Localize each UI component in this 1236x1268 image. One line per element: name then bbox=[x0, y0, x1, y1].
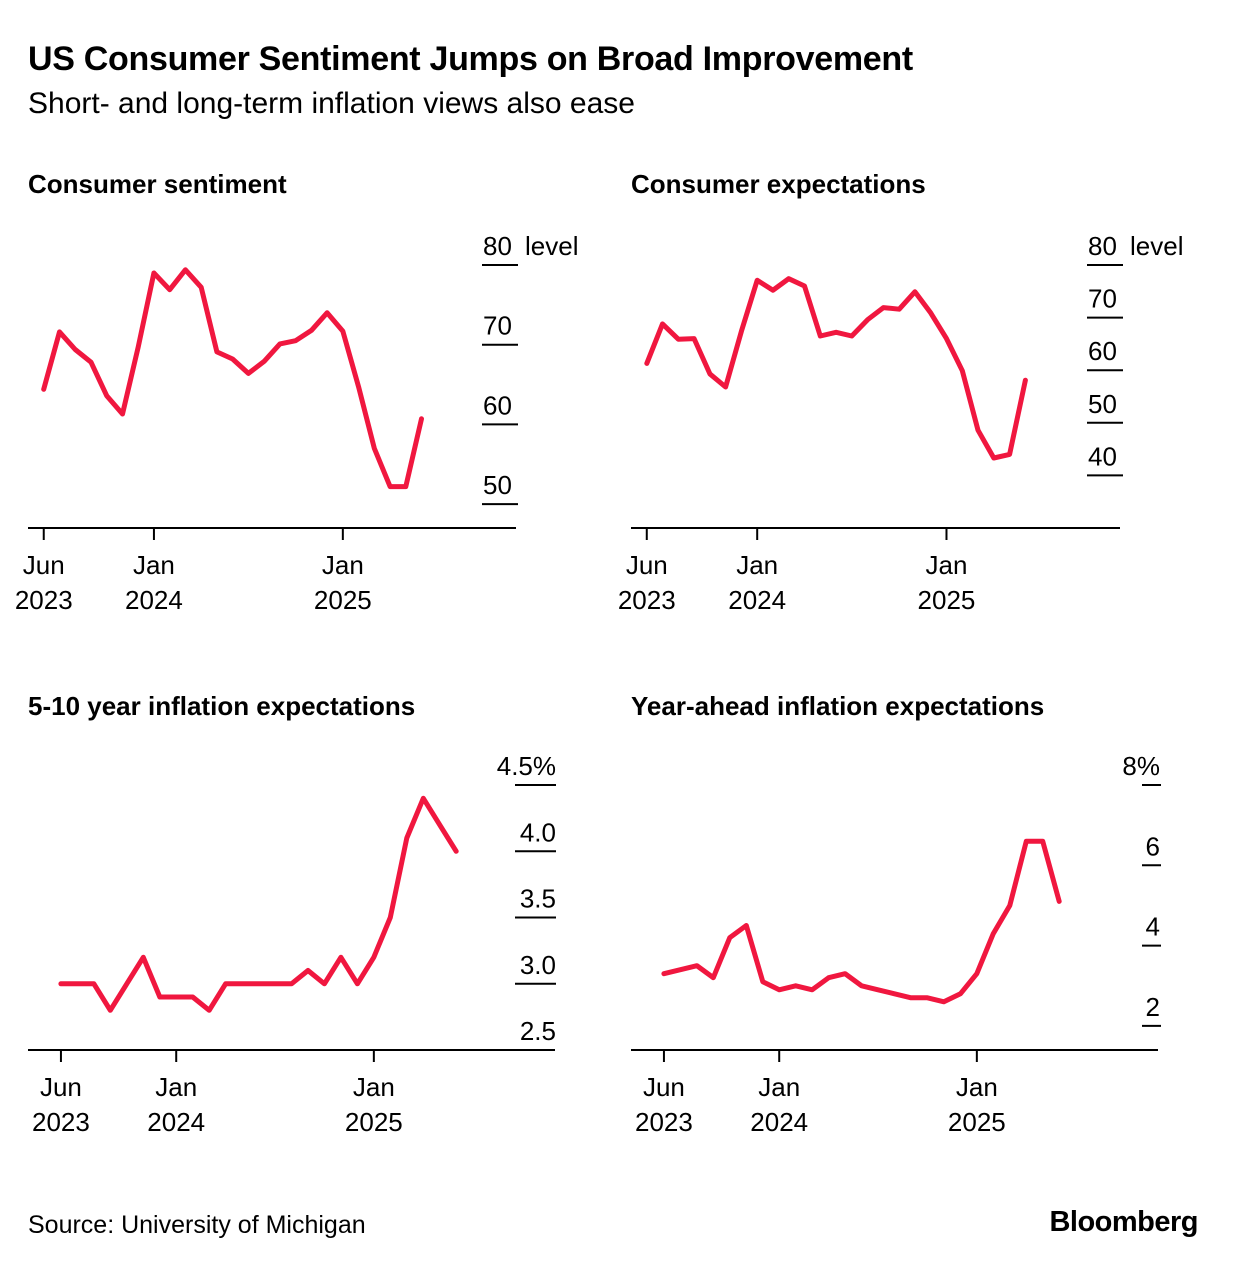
x-tick-label: 2025 bbox=[948, 1107, 1006, 1137]
y-tick-label: 80 bbox=[1088, 231, 1117, 261]
y-tick-label: 2.5 bbox=[520, 1016, 556, 1046]
x-tick-label: Jun bbox=[643, 1072, 685, 1102]
chart-subtitle: Short- and long-term inflation views als… bbox=[28, 87, 635, 120]
y-tick-label: 50 bbox=[483, 470, 512, 500]
x-tick-label: 2023 bbox=[15, 585, 73, 615]
panel-title: Consumer sentiment bbox=[28, 169, 287, 199]
y-tick-label: 60 bbox=[1088, 336, 1117, 366]
series-line bbox=[644, 276, 1028, 461]
x-tick-label: Jun bbox=[40, 1072, 82, 1102]
y-unit-label: level bbox=[1130, 231, 1183, 261]
panel-title: Consumer expectations bbox=[631, 169, 926, 199]
y-tick-label: 70 bbox=[483, 311, 512, 341]
chart-title: US Consumer Sentiment Jumps on Broad Imp… bbox=[28, 40, 913, 78]
series-line bbox=[41, 267, 424, 490]
y-tick-label: 4.0 bbox=[520, 817, 556, 847]
series-line bbox=[661, 838, 1062, 1005]
y-tick-label: 70 bbox=[1088, 284, 1117, 314]
x-tick-label: 2024 bbox=[750, 1107, 808, 1137]
x-tick-label: Jan bbox=[758, 1072, 800, 1102]
y-tick-label: 2 bbox=[1146, 992, 1160, 1022]
y-tick-label: 3.5 bbox=[520, 884, 556, 914]
bloomberg-logo: Bloomberg bbox=[1049, 1206, 1198, 1238]
series-line bbox=[58, 795, 459, 1013]
y-tick-label: 4.5% bbox=[497, 751, 556, 781]
x-tick-label: Jan bbox=[926, 550, 968, 580]
y-tick-label: 3.0 bbox=[520, 950, 556, 980]
x-tick-label: Jan bbox=[155, 1072, 197, 1102]
y-tick-label: 8% bbox=[1122, 751, 1160, 781]
x-tick-label: Jun bbox=[626, 550, 668, 580]
y-unit-label: level bbox=[525, 231, 578, 261]
x-tick-label: 2024 bbox=[147, 1107, 205, 1137]
x-tick-label: Jan bbox=[322, 550, 364, 580]
panel-title: 5-10 year inflation expectations bbox=[28, 691, 415, 721]
x-tick-label: 2025 bbox=[314, 585, 372, 615]
y-tick-label: 50 bbox=[1088, 389, 1117, 419]
x-tick-label: Jan bbox=[133, 550, 175, 580]
x-tick-label: Jan bbox=[736, 550, 778, 580]
y-tick-label: 60 bbox=[483, 390, 512, 420]
x-tick-label: 2023 bbox=[32, 1107, 90, 1137]
x-tick-label: 2025 bbox=[918, 585, 976, 615]
y-tick-label: 40 bbox=[1088, 441, 1117, 471]
x-tick-label: 2023 bbox=[618, 585, 676, 615]
y-tick-label: 4 bbox=[1146, 912, 1160, 942]
x-tick-label: 2025 bbox=[345, 1107, 403, 1137]
x-tick-label: 2024 bbox=[728, 585, 786, 615]
panel-title: Year-ahead inflation expectations bbox=[631, 691, 1044, 721]
x-tick-label: Jan bbox=[956, 1072, 998, 1102]
x-tick-label: Jun bbox=[23, 550, 65, 580]
y-tick-label: 80 bbox=[483, 231, 512, 261]
y-tick-label: 6 bbox=[1146, 831, 1160, 861]
source-note: Source: University of Michigan bbox=[28, 1211, 366, 1239]
x-tick-label: Jan bbox=[353, 1072, 395, 1102]
x-tick-label: 2023 bbox=[635, 1107, 693, 1137]
x-tick-label: 2024 bbox=[125, 585, 183, 615]
